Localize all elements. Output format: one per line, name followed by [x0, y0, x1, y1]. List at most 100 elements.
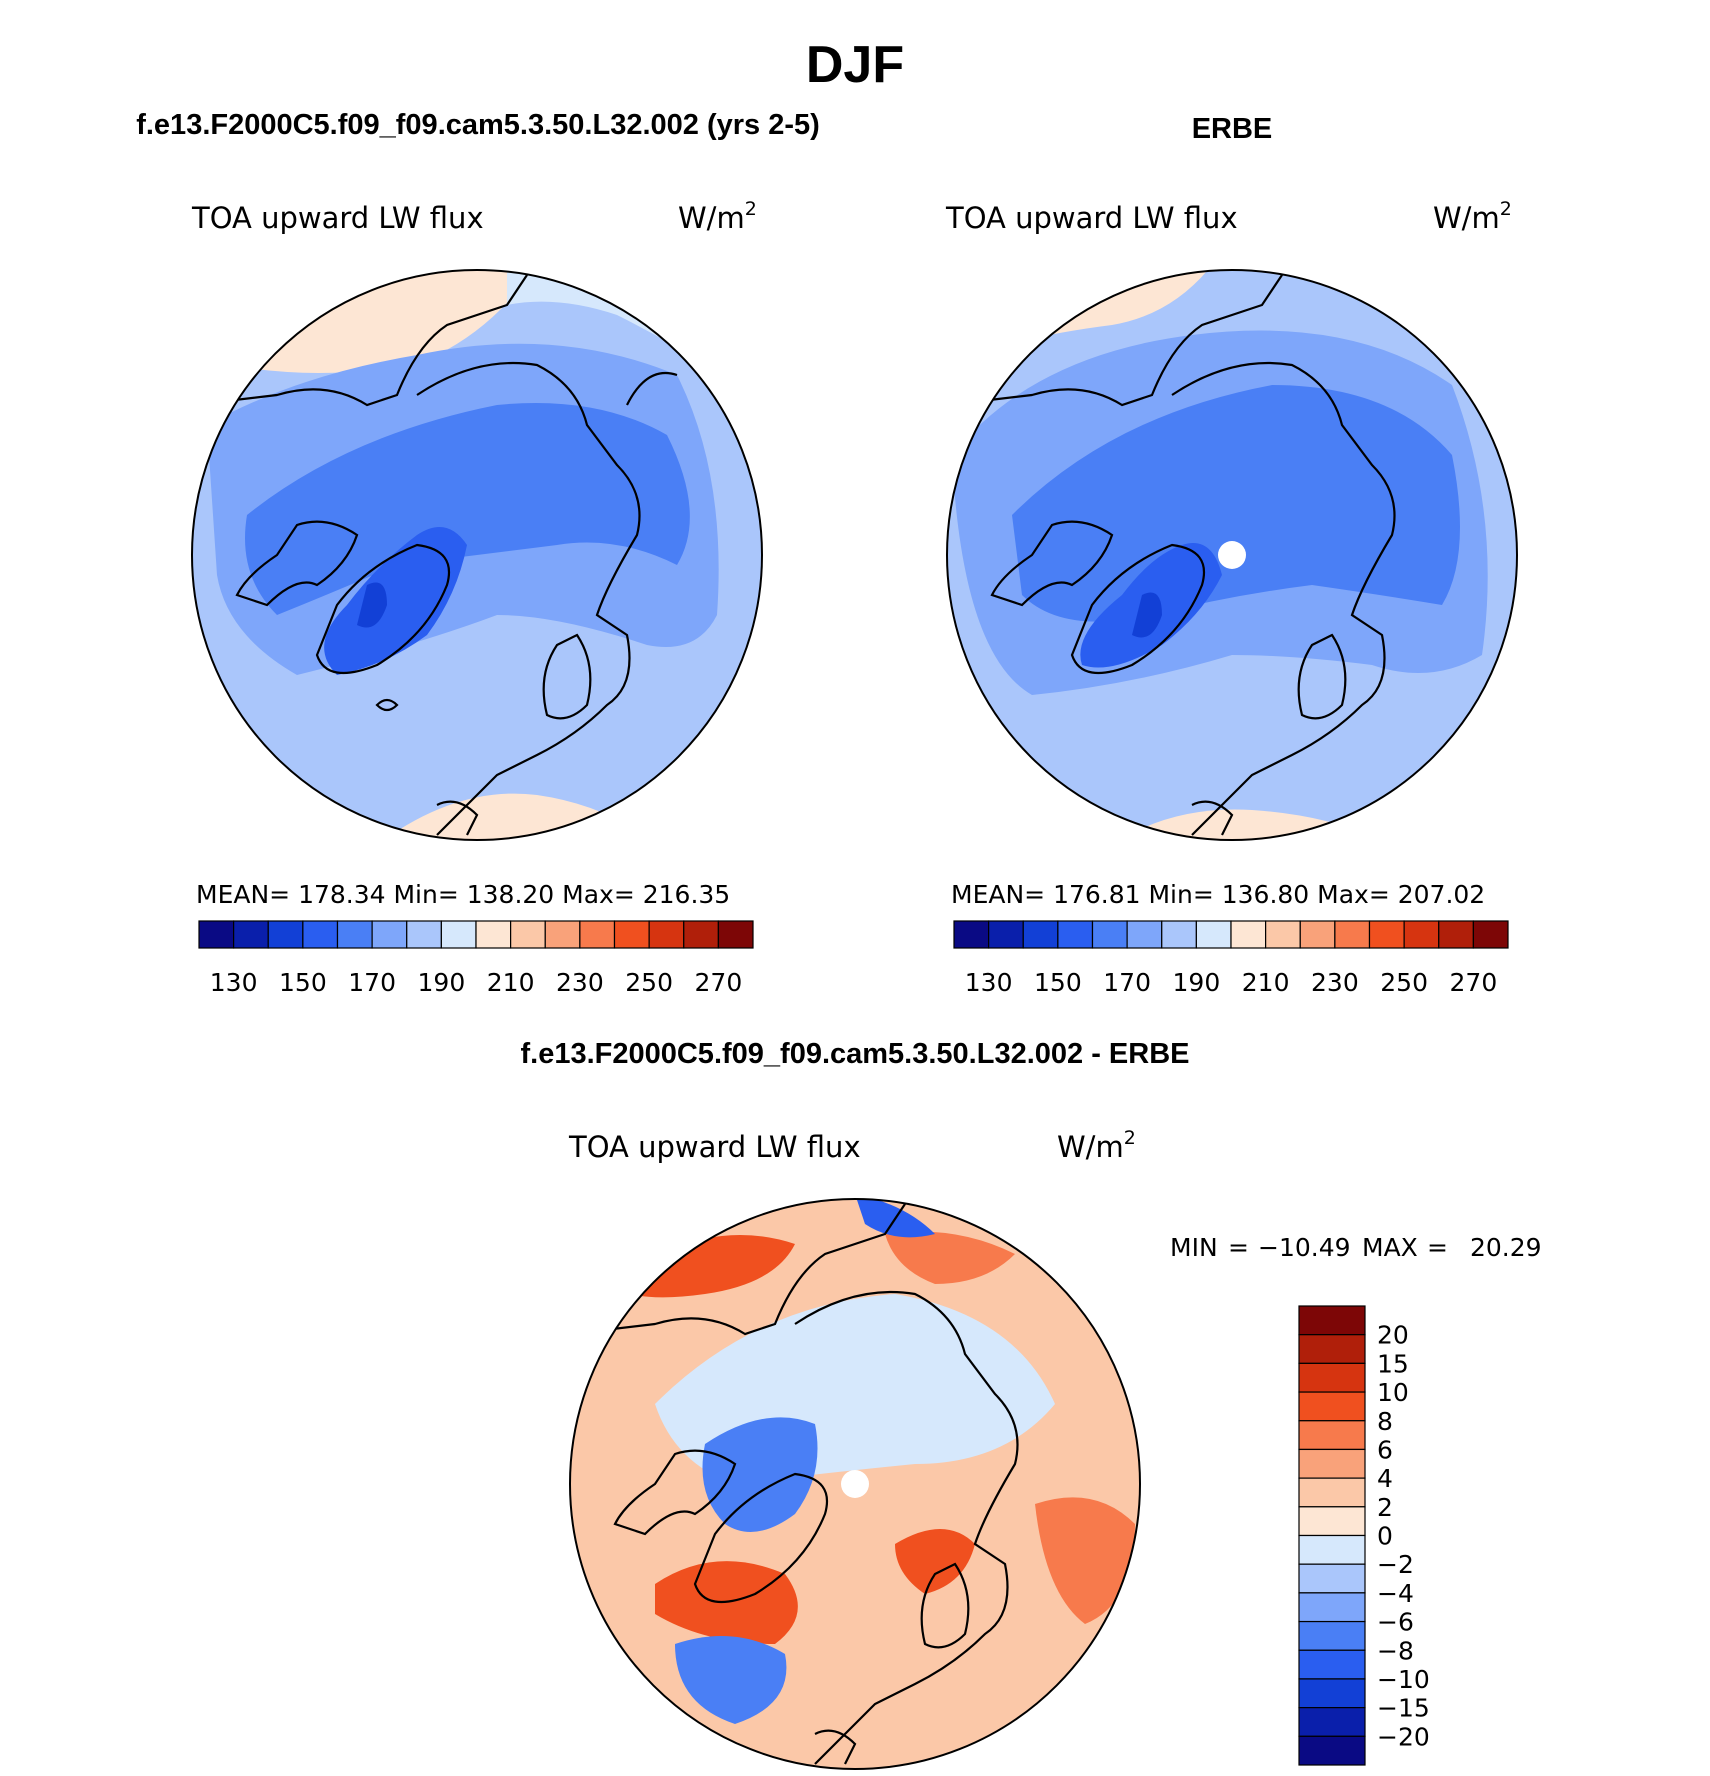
diff-colorbar-swatch [1298, 1563, 1366, 1594]
obs-polar-map [946, 269, 1518, 841]
diff-colorbar-swatch [1298, 1305, 1366, 1336]
obs-colorbar-tick-label: 250 [1380, 968, 1428, 997]
model-colorbar-swatch [302, 920, 339, 949]
model-colorbar-swatch [267, 920, 304, 949]
model-field-greenland-cold [324, 527, 467, 675]
diff-colorbar-tick-label: 0 [1377, 1522, 1393, 1551]
model-field-greenland-coldest [357, 582, 387, 628]
diff-colorbar-tick-label: −8 [1377, 1636, 1414, 1665]
obs-colorbar-tick-label: 230 [1311, 968, 1359, 997]
diff-colorbar-tick-label: 20 [1377, 1321, 1409, 1350]
diff-colorbar-swatch [1298, 1649, 1366, 1680]
diff-colorbar-swatch [1298, 1620, 1366, 1651]
model-colorbar-swatch [336, 920, 373, 949]
diff-colorbar-tick-label: −4 [1377, 1579, 1414, 1608]
obs-colorbar-tick-label: 270 [1450, 968, 1498, 997]
diff-field-atlantic-cold [675, 1636, 787, 1724]
diff-min-value: −10.49 [1258, 1233, 1351, 1262]
obs-field-arctic-cold [1012, 385, 1460, 622]
diff-colorbar-swatch [1298, 1477, 1366, 1508]
obs-colorbar-swatch [1230, 920, 1267, 949]
obs-colorbar-swatch [1334, 920, 1371, 949]
diff-field-barents-warm [895, 1529, 975, 1594]
diff-colorbar-tick-label: −2 [1377, 1550, 1414, 1579]
obs-stats: MEAN= 176.81 Min= 136.80 Max= 207.02 [951, 880, 1485, 909]
model-colorbar-swatch [475, 920, 512, 949]
model-colorbar-swatch [510, 920, 546, 949]
diff-coastlines [570, 1203, 1019, 1765]
obs-colorbar-swatch [1126, 920, 1163, 949]
model-colorbar-swatch [683, 920, 719, 949]
figure-title: DJF [806, 36, 904, 94]
diff-colorbar-tick-label: −15 [1377, 1694, 1430, 1723]
diff-min-equals: = [1228, 1233, 1249, 1262]
diff-units-label: W/m2 [1057, 1127, 1136, 1164]
model-colorbar: 130 150 170 190 210 230 250 270 [198, 920, 754, 997]
model-colorbar-tick-label: 150 [279, 968, 327, 997]
model-colorbar-swatch [579, 920, 616, 949]
model-coastlines [192, 274, 678, 836]
model-units-label: W/m2 [678, 198, 757, 235]
model-colorbar-swatch [648, 920, 685, 949]
model-colorbar-swatch [440, 920, 477, 949]
model-colorbar-swatch [613, 920, 650, 949]
obs-colorbar-swatch [1438, 920, 1474, 949]
model-colorbar-swatch [544, 920, 581, 949]
diff-min-label: MIN [1170, 1233, 1218, 1262]
diff-panel-heading: f.e13.F2000C5.f09_f09.cam5.3.50.L32.002 … [520, 1038, 1189, 1070]
obs-colorbar-swatch [1472, 920, 1509, 949]
model-colorbar-tick-label: 170 [348, 968, 396, 997]
diff-colorbar-swatch [1298, 1362, 1366, 1393]
obs-colorbar-swatch [988, 920, 1024, 949]
diff-colorbar-tick-label: 8 [1377, 1407, 1393, 1436]
diff-colorbar-tick-label: 4 [1377, 1464, 1393, 1493]
diff-polar-map [569, 1198, 1141, 1770]
obs-colorbar: 130 150 170 190 210 230 250 270 [953, 920, 1509, 997]
diff-minmax: MIN = −10.49 MAX = 20.29 [1170, 1233, 1542, 1262]
diff-max-equals: = [1427, 1233, 1448, 1262]
diff-max-label: MAX [1362, 1233, 1418, 1262]
model-colorbar-swatch [198, 920, 235, 949]
model-colorbar-tick-label: 250 [625, 968, 673, 997]
model-panel: f.e13.F2000C5.f09_f09.cam5.3.50.L32.002 … [136, 109, 820, 997]
diff-colorbar-tick-label: 2 [1377, 1493, 1393, 1522]
diff-colorbar-swatch [1298, 1506, 1366, 1537]
diff-colorbar-tick-label: 15 [1377, 1349, 1409, 1378]
obs-units-label: W/m2 [1433, 198, 1512, 235]
obs-panel-heading: ERBE [1192, 113, 1273, 145]
model-polar-map [191, 269, 763, 841]
obs-panel: ERBE TOA upward LW flux W/m2 [945, 113, 1518, 997]
obs-coastlines [947, 274, 1396, 836]
model-colorbar-tick-label: 130 [210, 968, 258, 997]
diff-field-canadian-arch-cold [702, 1417, 818, 1532]
diff-colorbar-swatch [1298, 1592, 1366, 1623]
diff-colorbar-tick-label: 6 [1377, 1435, 1393, 1464]
model-colorbar-tick-label: 210 [487, 968, 535, 997]
diff-max-value: 20.29 [1470, 1233, 1542, 1262]
obs-pole-hole [1218, 541, 1246, 569]
diff-colorbar-swatch [1298, 1420, 1366, 1451]
diff-colorbar-swatch [1298, 1707, 1366, 1737]
diff-variable-label: TOA upward LW flux [568, 1130, 861, 1164]
obs-colorbar-tick-label: 150 [1034, 968, 1082, 997]
obs-colorbar-swatch [1299, 920, 1336, 949]
obs-colorbar-swatch [1368, 920, 1405, 949]
model-colorbar-swatch [233, 920, 269, 949]
model-colorbar-tick-label: 270 [695, 968, 743, 997]
diff-colorbar-swatch [1298, 1448, 1366, 1479]
obs-colorbar-tick-label: 190 [1173, 968, 1221, 997]
model-stats: MEAN= 178.34 Min= 138.20 Max= 216.35 [196, 880, 730, 909]
diff-field-eurasia-warm [1035, 1497, 1135, 1624]
model-panel-heading: f.e13.F2000C5.f09_f09.cam5.3.50.L32.002 … [136, 109, 820, 141]
obs-colorbar-tick-label: 170 [1103, 968, 1151, 997]
diff-colorbar-tick-label: 10 [1377, 1378, 1409, 1407]
diff-pole-hole [841, 1470, 869, 1498]
diff-field-north-cold [855, 1199, 935, 1238]
diff-colorbar-swatch [1298, 1334, 1366, 1364]
obs-variable-label: TOA upward LW flux [945, 201, 1238, 235]
diff-field-siberia-warm [885, 1231, 1015, 1284]
diff-colorbar-swatch [1298, 1391, 1366, 1422]
model-variable-label: TOA upward LW flux [191, 201, 484, 235]
